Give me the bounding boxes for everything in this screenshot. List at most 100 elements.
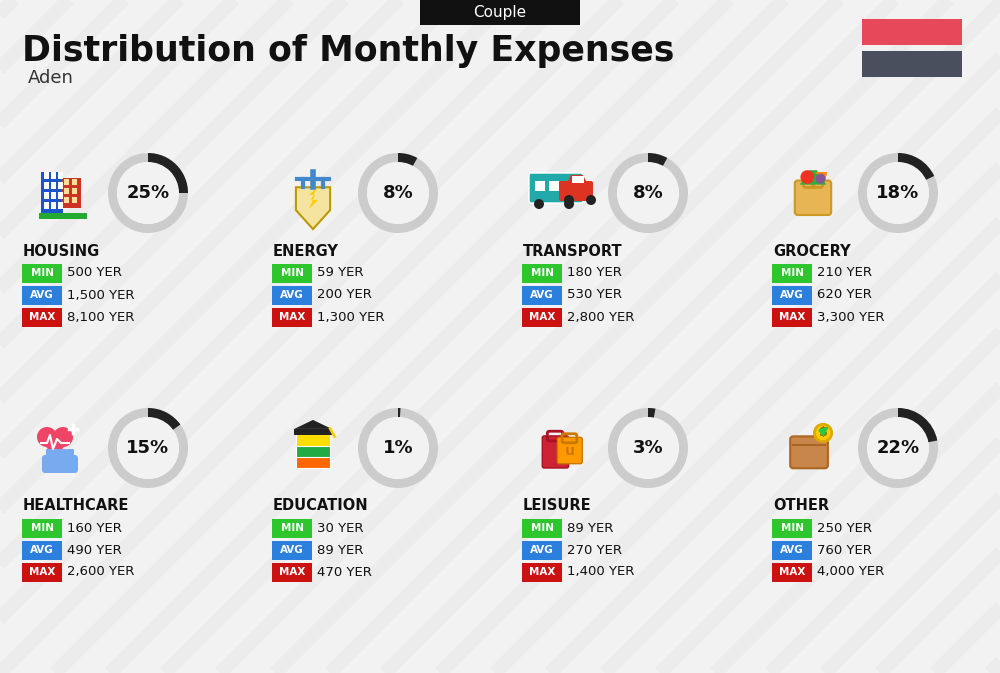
FancyBboxPatch shape — [522, 518, 562, 538]
Text: 180 YER: 180 YER — [567, 267, 622, 279]
Circle shape — [564, 195, 574, 205]
Text: HOUSING: HOUSING — [23, 244, 100, 258]
Text: 620 YER: 620 YER — [817, 289, 872, 302]
FancyBboxPatch shape — [862, 51, 962, 77]
FancyBboxPatch shape — [22, 518, 62, 538]
Polygon shape — [309, 188, 318, 209]
Circle shape — [800, 170, 814, 184]
FancyBboxPatch shape — [559, 181, 593, 201]
FancyBboxPatch shape — [58, 172, 63, 179]
Text: Distribution of Monthly Expenses: Distribution of Monthly Expenses — [22, 34, 674, 68]
Text: 1,400 YER: 1,400 YER — [567, 565, 634, 579]
Text: 8%: 8% — [633, 184, 663, 202]
FancyBboxPatch shape — [420, 0, 580, 25]
Text: ENERGY: ENERGY — [273, 244, 339, 258]
FancyBboxPatch shape — [272, 518, 312, 538]
Wedge shape — [108, 408, 188, 488]
FancyBboxPatch shape — [296, 434, 330, 446]
Text: 18%: 18% — [876, 184, 920, 202]
Text: Aden: Aden — [28, 69, 74, 87]
Wedge shape — [398, 153, 417, 167]
Circle shape — [867, 162, 929, 224]
FancyBboxPatch shape — [22, 563, 62, 581]
Circle shape — [367, 162, 429, 224]
Text: AVG: AVG — [30, 290, 54, 300]
Circle shape — [814, 424, 832, 441]
FancyBboxPatch shape — [53, 449, 60, 459]
Wedge shape — [148, 408, 180, 430]
Wedge shape — [858, 153, 938, 233]
FancyBboxPatch shape — [790, 436, 828, 468]
Text: 59 YER: 59 YER — [317, 267, 364, 279]
Circle shape — [117, 417, 179, 479]
Polygon shape — [815, 172, 827, 182]
FancyBboxPatch shape — [72, 179, 77, 185]
Text: MAX: MAX — [29, 312, 55, 322]
FancyBboxPatch shape — [772, 264, 812, 283]
FancyBboxPatch shape — [67, 449, 74, 459]
Text: MIN: MIN — [530, 268, 554, 278]
Wedge shape — [358, 153, 438, 233]
FancyBboxPatch shape — [22, 285, 62, 304]
Wedge shape — [608, 153, 688, 233]
FancyBboxPatch shape — [51, 182, 56, 189]
Text: MAX: MAX — [279, 567, 305, 577]
Text: MIN: MIN — [280, 523, 304, 533]
Text: MIN: MIN — [530, 523, 554, 533]
Text: MAX: MAX — [779, 567, 805, 577]
Circle shape — [53, 427, 73, 447]
Polygon shape — [800, 170, 826, 184]
FancyBboxPatch shape — [535, 181, 545, 191]
FancyBboxPatch shape — [772, 540, 812, 559]
Text: 1,500 YER: 1,500 YER — [67, 289, 134, 302]
Polygon shape — [567, 175, 587, 183]
FancyBboxPatch shape — [51, 202, 56, 209]
FancyBboxPatch shape — [272, 285, 312, 304]
FancyBboxPatch shape — [522, 563, 562, 581]
FancyBboxPatch shape — [44, 202, 49, 209]
FancyBboxPatch shape — [772, 285, 812, 304]
Text: 760 YER: 760 YER — [817, 544, 872, 557]
Text: $: $ — [819, 427, 827, 439]
FancyBboxPatch shape — [44, 182, 49, 189]
Text: LEISURE: LEISURE — [523, 499, 592, 513]
FancyBboxPatch shape — [549, 181, 559, 191]
FancyBboxPatch shape — [542, 436, 569, 468]
Wedge shape — [898, 408, 937, 442]
Text: AVG: AVG — [780, 545, 804, 555]
FancyBboxPatch shape — [61, 178, 81, 208]
Text: 3%: 3% — [633, 439, 663, 457]
FancyBboxPatch shape — [51, 192, 56, 199]
Text: 160 YER: 160 YER — [67, 522, 122, 534]
FancyBboxPatch shape — [22, 264, 62, 283]
Text: 2,600 YER: 2,600 YER — [67, 565, 134, 579]
FancyBboxPatch shape — [44, 192, 49, 199]
Circle shape — [586, 195, 596, 205]
FancyBboxPatch shape — [522, 308, 562, 326]
Wedge shape — [358, 408, 438, 488]
Text: 270 YER: 270 YER — [567, 544, 622, 557]
FancyBboxPatch shape — [272, 264, 312, 283]
Text: 490 YER: 490 YER — [67, 544, 122, 557]
Text: MAX: MAX — [29, 567, 55, 577]
FancyBboxPatch shape — [296, 456, 330, 468]
Wedge shape — [648, 153, 667, 167]
Text: 470 YER: 470 YER — [317, 565, 372, 579]
FancyBboxPatch shape — [772, 563, 812, 581]
Text: 89 YER: 89 YER — [317, 544, 363, 557]
FancyBboxPatch shape — [51, 172, 56, 179]
Text: MIN: MIN — [30, 523, 54, 533]
Text: 4,000 YER: 4,000 YER — [817, 565, 884, 579]
Text: MAX: MAX — [779, 312, 805, 322]
Text: 1%: 1% — [383, 439, 413, 457]
FancyBboxPatch shape — [572, 176, 584, 183]
Text: 250 YER: 250 YER — [817, 522, 872, 534]
Text: AVG: AVG — [530, 545, 554, 555]
FancyBboxPatch shape — [72, 188, 77, 194]
Text: 89 YER: 89 YER — [567, 522, 613, 534]
Polygon shape — [294, 420, 332, 429]
Text: OTHER: OTHER — [773, 499, 829, 513]
Wedge shape — [108, 153, 188, 233]
Text: MAX: MAX — [279, 312, 305, 322]
Text: AVG: AVG — [530, 290, 554, 300]
